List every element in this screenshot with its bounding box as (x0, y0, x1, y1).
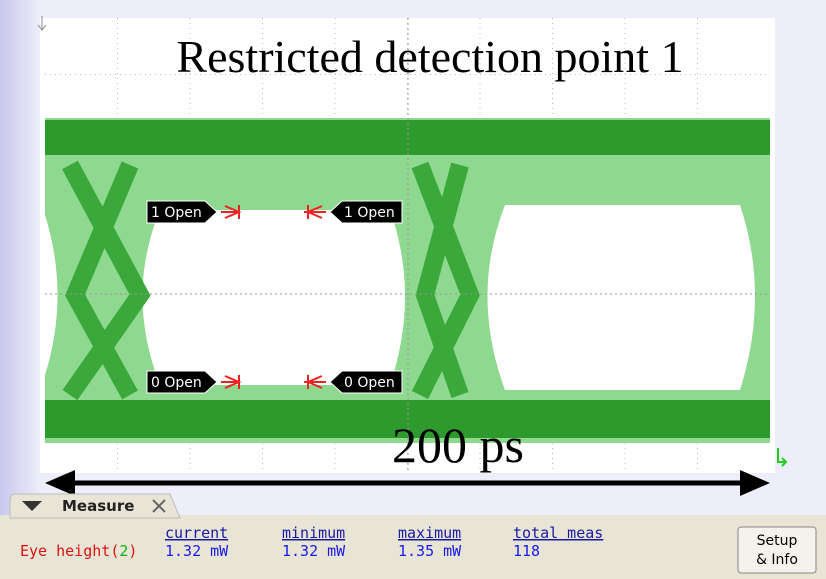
measure-value: 1.32 mW (282, 542, 346, 560)
overlay-title: Restricted detection point 1 (176, 31, 683, 82)
page: {"overlay": {"title": "Restricted detect… (0, 0, 826, 579)
eye-opening (143, 210, 406, 385)
button-label: & Info (756, 552, 798, 568)
measure-label-part: ) (128, 542, 137, 560)
measure-label-part: 2 (119, 542, 128, 560)
measure-value: 1.35 mW (398, 542, 462, 560)
column-header: maximum (398, 524, 461, 542)
marker-label: 0 Open (344, 375, 395, 391)
measure-value: 1.32 mW (165, 542, 229, 560)
scope-screen: Restricted detection point 1 200 ps 1 Op… (0, 0, 826, 579)
measure-label-part: ( (110, 542, 119, 560)
measure-label-part: Eye height (20, 542, 110, 560)
column-header: minimum (282, 524, 345, 542)
marker-label: 0 Open (151, 375, 202, 391)
marker-label: 1 Open (344, 205, 395, 221)
button-label: Setup (757, 533, 798, 549)
span-label: 200 ps (392, 417, 524, 473)
eye-opening (488, 205, 756, 390)
marker-label: 1 Open (151, 205, 202, 221)
panel-tab-title: Measure (62, 497, 134, 515)
column-header: current (165, 524, 228, 542)
column-header: total meas (513, 524, 603, 542)
measure-label: Eye height(2) (20, 542, 137, 560)
measure-value: 118 (513, 542, 540, 560)
